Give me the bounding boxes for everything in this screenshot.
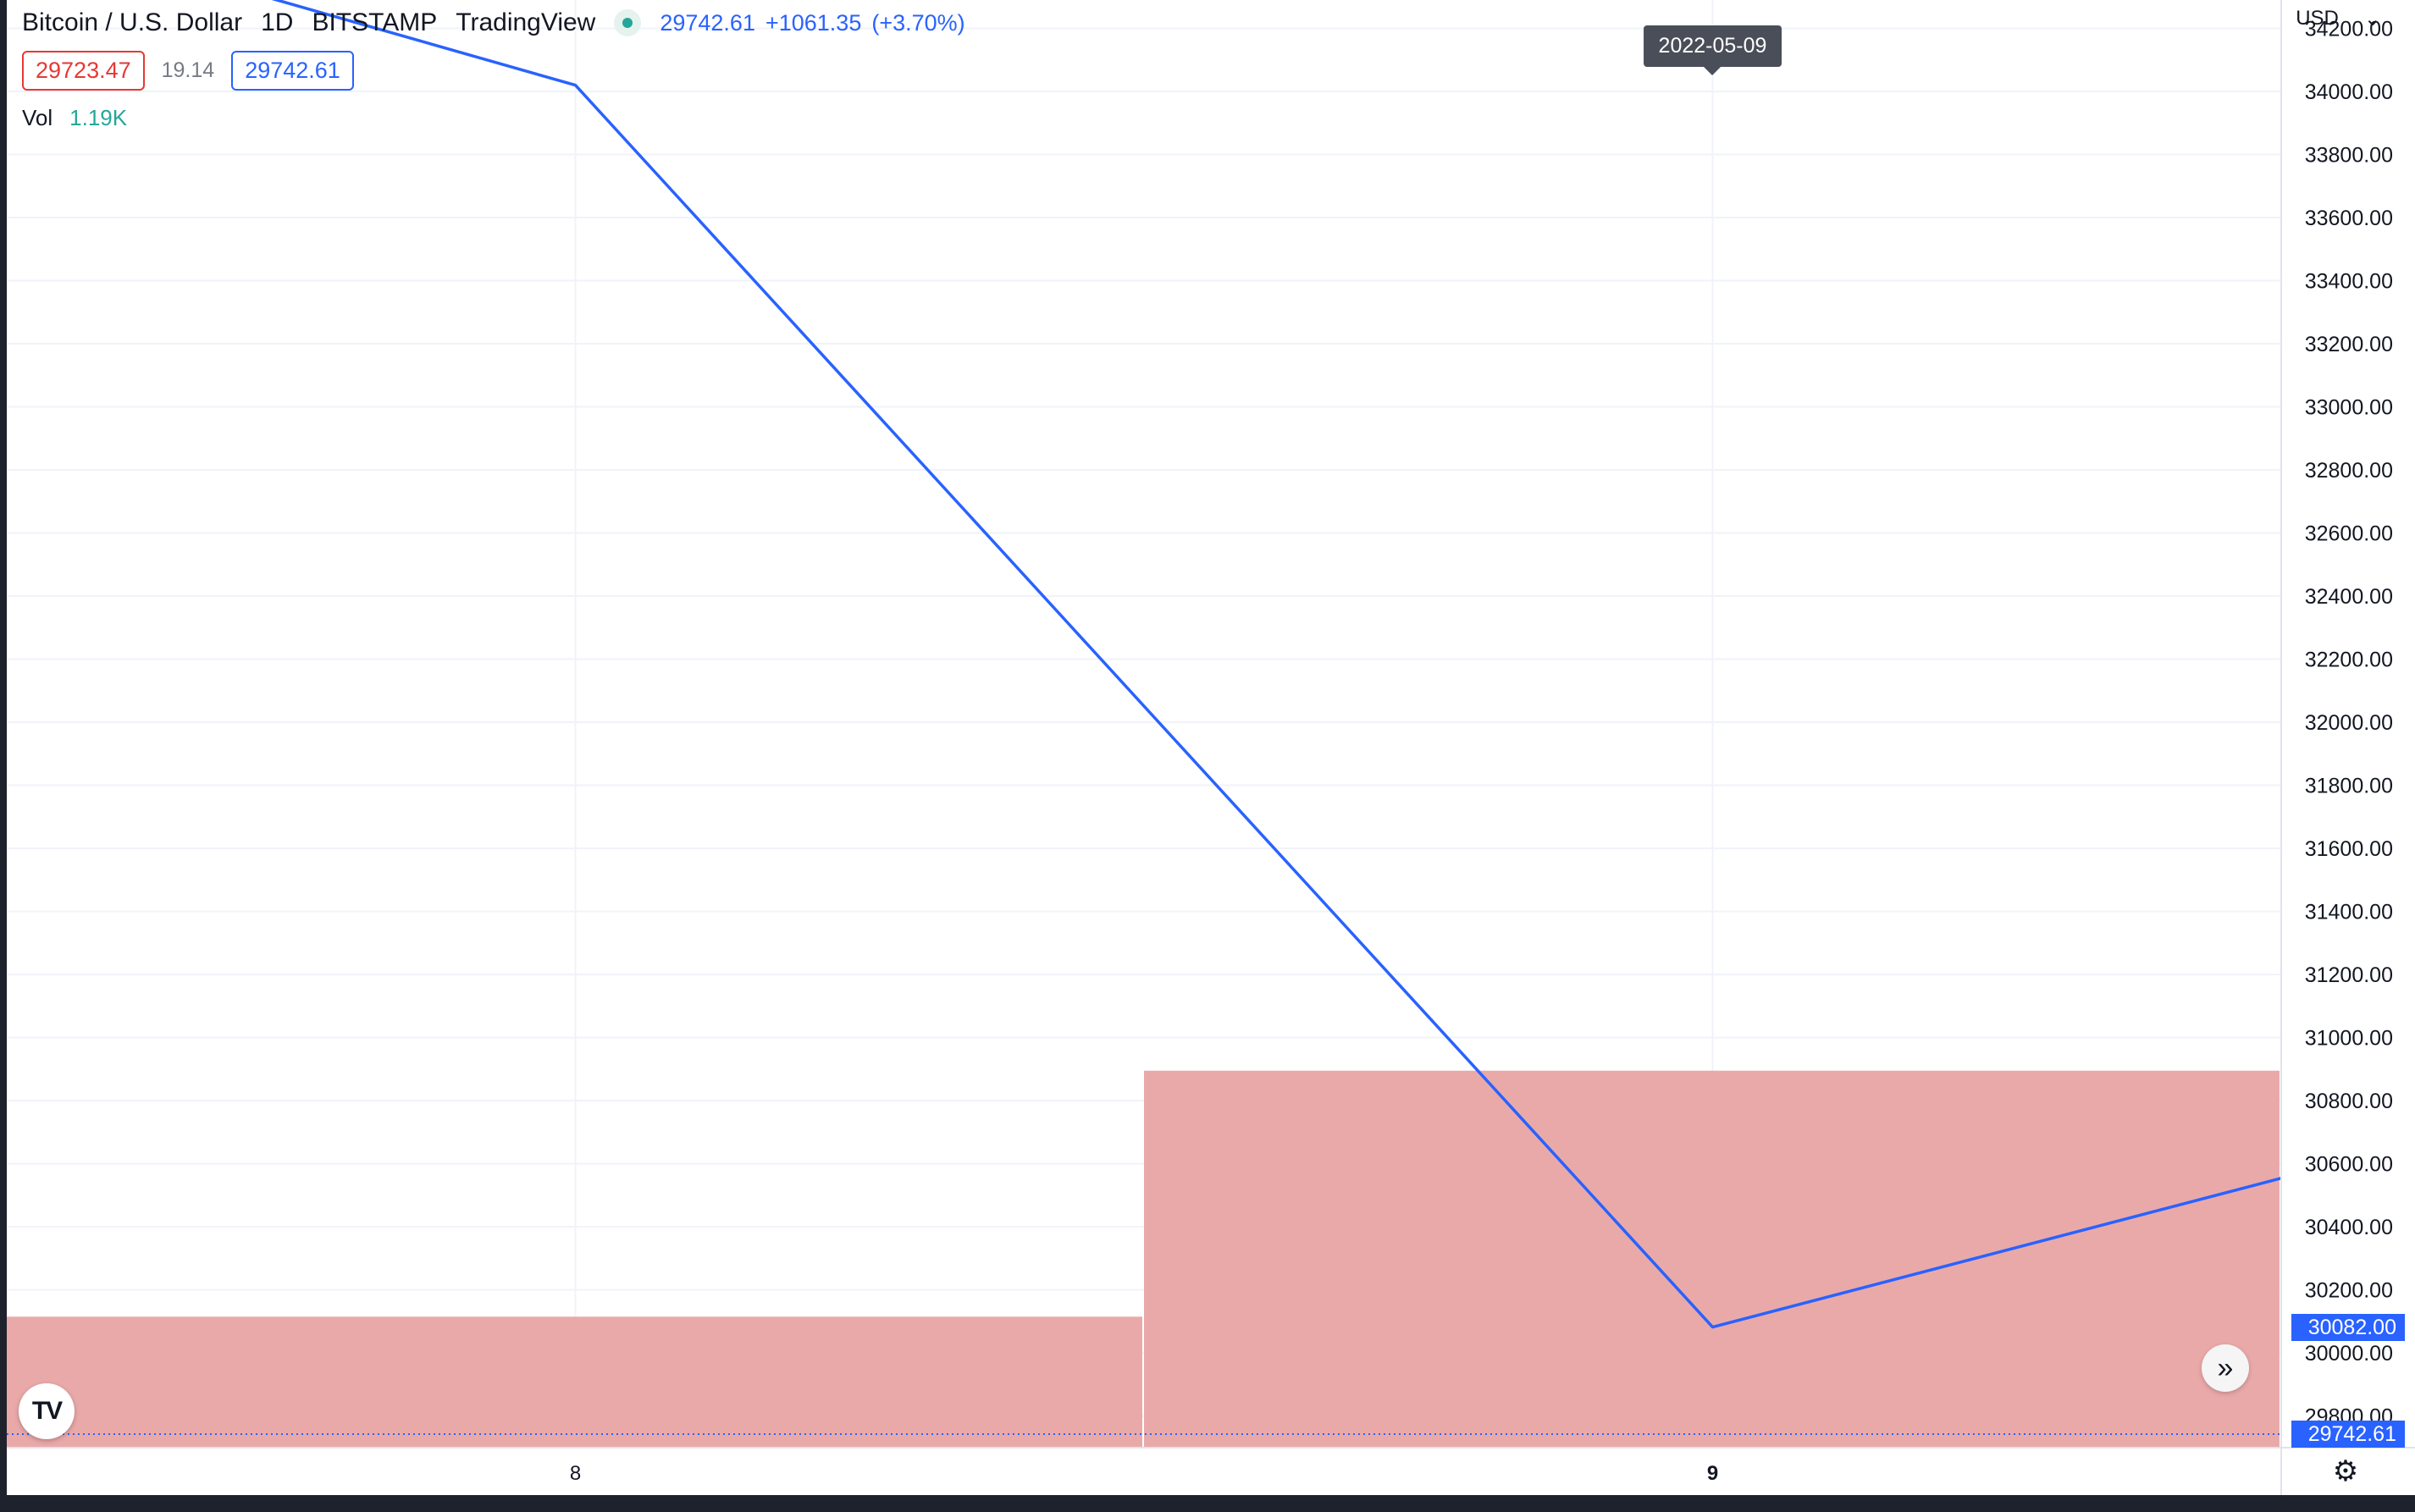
sell-price-button[interactable]: 29723.47 bbox=[22, 51, 145, 91]
volume-value: 1.19K bbox=[69, 105, 128, 130]
y-tick-label: 31600.00 bbox=[2305, 837, 2393, 861]
currency-label: USD bbox=[2296, 7, 2339, 30]
volume-bar bbox=[1144, 1070, 2280, 1448]
tradingview-logo-icon[interactable]: TV bbox=[19, 1383, 75, 1439]
y-tick-label: 30000.00 bbox=[2305, 1342, 2393, 1366]
y-tick-label: 33200.00 bbox=[2305, 333, 2393, 356]
y-tick-label: 31800.00 bbox=[2305, 775, 2393, 798]
last-price-tag: 29742.61 bbox=[2291, 1421, 2405, 1448]
interval[interactable]: 1D bbox=[261, 8, 294, 36]
chevron-down-icon: ⌄ bbox=[2363, 8, 2381, 30]
price-change: +1061.35 bbox=[765, 9, 862, 36]
y-tick-label: 33000.00 bbox=[2305, 396, 2393, 420]
y-tick-label: 31400.00 bbox=[2305, 901, 2393, 924]
symbol-name[interactable]: Bitcoin / U.S. Dollar bbox=[22, 8, 243, 36]
double-chevron-right-icon: » bbox=[2217, 1351, 2234, 1384]
y-tick-label: 34000.00 bbox=[2305, 80, 2393, 104]
bid-ask-row: 29723.47 19.14 29742.61 bbox=[22, 51, 354, 91]
y-tick-label: 30600.00 bbox=[2305, 1153, 2393, 1177]
gear-icon[interactable]: ⚙ bbox=[2332, 1455, 2359, 1487]
buy-price-button[interactable]: 29742.61 bbox=[231, 51, 354, 91]
price-line bbox=[7, 0, 2282, 1435]
y-tick-label: 32000.00 bbox=[2305, 711, 2393, 735]
y-tick-label: 32800.00 bbox=[2305, 459, 2393, 483]
exchange: BITSTAMP bbox=[312, 8, 438, 36]
price-axis[interactable]: 29800.0030000.0030200.0030400.0030600.00… bbox=[2280, 0, 2415, 1495]
y-tick-label: 33400.00 bbox=[2305, 270, 2393, 294]
last-price: 29742.61 bbox=[660, 9, 755, 36]
y-tick-label: 31200.00 bbox=[2305, 963, 2393, 987]
chart-frame[interactable]: 29800.00 30000.00 30200.00 30400.00 30600.00… bbox=[7, 0, 2415, 1495]
price-change-pct: (+3.70%) bbox=[871, 9, 965, 36]
volume-label: Vol bbox=[22, 105, 53, 130]
y-tick-label: 32600.00 bbox=[2305, 522, 2393, 546]
symbol-legend: Bitcoin / U.S. Dollar 1D BITSTAMP Tradin… bbox=[22, 8, 965, 37]
price-axis-bg bbox=[2281, 0, 2415, 1495]
y-tick-label: 30200.00 bbox=[2305, 1279, 2393, 1303]
line-price-tag: 30082.00 bbox=[2291, 1313, 2405, 1341]
x-tick-label: 9 bbox=[1707, 1462, 1718, 1485]
chart-canvas[interactable]: 29800.0030000.0030200.0030400.0030600.00… bbox=[7, 0, 2415, 1495]
y-tick-label: 32400.00 bbox=[2305, 585, 2393, 609]
y-tick-label: 33600.00 bbox=[2305, 207, 2393, 230]
volume-bar bbox=[7, 1316, 1142, 1448]
y-tick-label: 30400.00 bbox=[2305, 1216, 2393, 1239]
scroll-to-realtime-button[interactable]: » bbox=[2202, 1344, 2249, 1392]
market-status-icon bbox=[614, 9, 642, 36]
volume-legend: Vol 1.19K bbox=[22, 105, 127, 131]
y-tick-label: 31000.00 bbox=[2305, 1027, 2393, 1051]
x-tick-label: 8 bbox=[570, 1462, 581, 1485]
currency-selector[interactable]: USD ⌄ bbox=[2296, 7, 2381, 31]
quote: 29742.61 +1061.35 (+3.70%) bbox=[660, 10, 964, 36]
date-tooltip: 2022-05-09 bbox=[1643, 25, 1782, 75]
y-tick-label: 34200.00 bbox=[2305, 18, 2393, 41]
y-tick-label: 32200.00 bbox=[2305, 648, 2393, 672]
provider: TradingView bbox=[456, 8, 596, 36]
y-tick-label: 30800.00 bbox=[2305, 1090, 2393, 1113]
bottom-bar bbox=[0, 1495, 2415, 1512]
volume-bars bbox=[7, 1070, 2280, 1448]
grid bbox=[7, 0, 2281, 1448]
spread: 19.14 bbox=[161, 58, 215, 82]
y-tick-label: 33800.00 bbox=[2305, 144, 2393, 168]
price-line-path bbox=[271, 0, 2282, 1329]
